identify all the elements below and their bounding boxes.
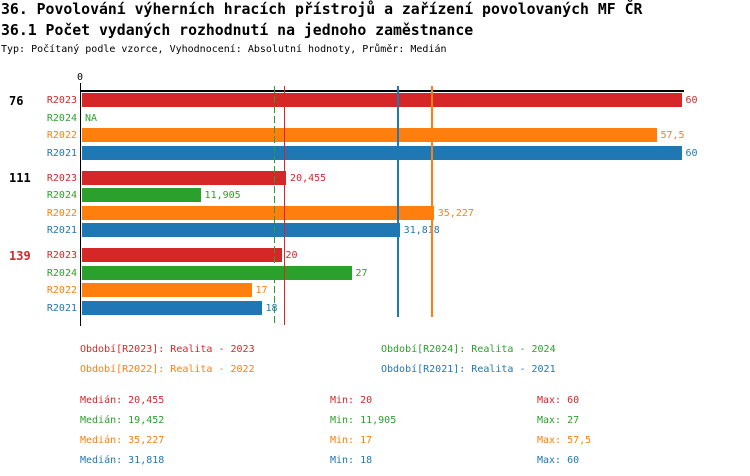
bar <box>81 205 434 220</box>
stat-median: Medián: 19,452 <box>80 415 165 426</box>
bar-row-label: R2021 <box>46 147 77 159</box>
legend-item: Období[R2023]: Realita - 2023 <box>80 344 255 355</box>
stat-min: Min: 20 <box>330 395 373 406</box>
bar-value-label: 31,818 <box>403 225 440 237</box>
stat-min: Min: 18 <box>330 455 373 466</box>
legend-item: Období[R2021]: Realita - 2021 <box>381 364 556 375</box>
bar <box>81 283 252 298</box>
median-line-r2021 <box>397 86 399 317</box>
bar <box>81 248 282 262</box>
stat-median: Medián: 35,227 <box>80 435 165 446</box>
stat-max: Max: 60 <box>537 455 580 466</box>
group-label: 111 <box>9 171 31 185</box>
bar <box>81 188 201 203</box>
bar-value-label: 60 <box>685 95 698 106</box>
x-axis-line <box>80 90 684 93</box>
bar-row-label: R2022 <box>46 285 77 297</box>
chart-title-line2: 36.1 Počet vydaných rozhodnutí na jednoh… <box>1 22 474 39</box>
bar-row-label: R2022 <box>46 207 77 219</box>
bar-row-label: R2024 <box>46 267 77 279</box>
median-line-r2022 <box>431 86 434 317</box>
bar-row-label: R2023 <box>46 172 77 184</box>
bar-value-label: 11,905 <box>204 190 241 202</box>
bar <box>81 300 262 315</box>
bar-row-label: R2024 <box>46 112 77 124</box>
legend-item: Období[R2024]: Realita - 2024 <box>381 344 556 355</box>
bar-value-label: 17 <box>255 285 268 297</box>
x-axis-tick-label-zero: 0 <box>76 72 84 83</box>
stat-median: Medián: 31,818 <box>80 455 165 466</box>
bar <box>81 145 682 160</box>
bar-value-label: 35,227 <box>437 207 474 219</box>
group-label: 76 <box>9 93 24 108</box>
bar-row-label: R2024 <box>46 190 77 202</box>
bar-row-label: R2021 <box>46 302 77 314</box>
bar-value-label: 18 <box>265 302 278 314</box>
bar-value-label: 57,5 <box>660 130 685 142</box>
bar-value-label: 20 <box>285 250 298 261</box>
bar <box>81 223 400 238</box>
group-label: 139 <box>9 248 31 263</box>
median-line-r2024 <box>273 86 276 325</box>
bar-value-label: 20,455 <box>290 172 327 184</box>
stat-min: Min: 11,905 <box>330 415 397 426</box>
bar-row-label: R2022 <box>46 130 77 142</box>
bar-value-label: 27 <box>355 267 368 279</box>
bar <box>81 170 287 185</box>
bar-row-label: R2023 <box>46 250 77 261</box>
bar-row-label: R2023 <box>46 95 77 106</box>
stat-max: Max: 60 <box>537 395 580 406</box>
bar <box>81 265 352 280</box>
bar <box>81 128 657 143</box>
stat-max: Max: 27 <box>537 415 580 426</box>
bar-value-label: 60 <box>685 147 698 159</box>
stat-min: Min: 17 <box>330 435 373 446</box>
legend-item: Období[R2022]: Realita - 2022 <box>80 364 255 375</box>
bar-value-label: NA <box>85 112 98 124</box>
y-axis-line <box>79 83 82 326</box>
chart-meta-line: Typ: Počítaný podle vzorce, Vyhodnocení:… <box>1 44 447 55</box>
stat-median: Medián: 20,455 <box>80 395 165 406</box>
bar-row-label: R2021 <box>46 225 77 237</box>
stat-max: Max: 57,5 <box>537 435 592 446</box>
median-line-r2023 <box>283 86 286 325</box>
bar <box>81 93 682 107</box>
chart-title-line1: 36. Povolování výherních hracích přístro… <box>1 1 643 18</box>
